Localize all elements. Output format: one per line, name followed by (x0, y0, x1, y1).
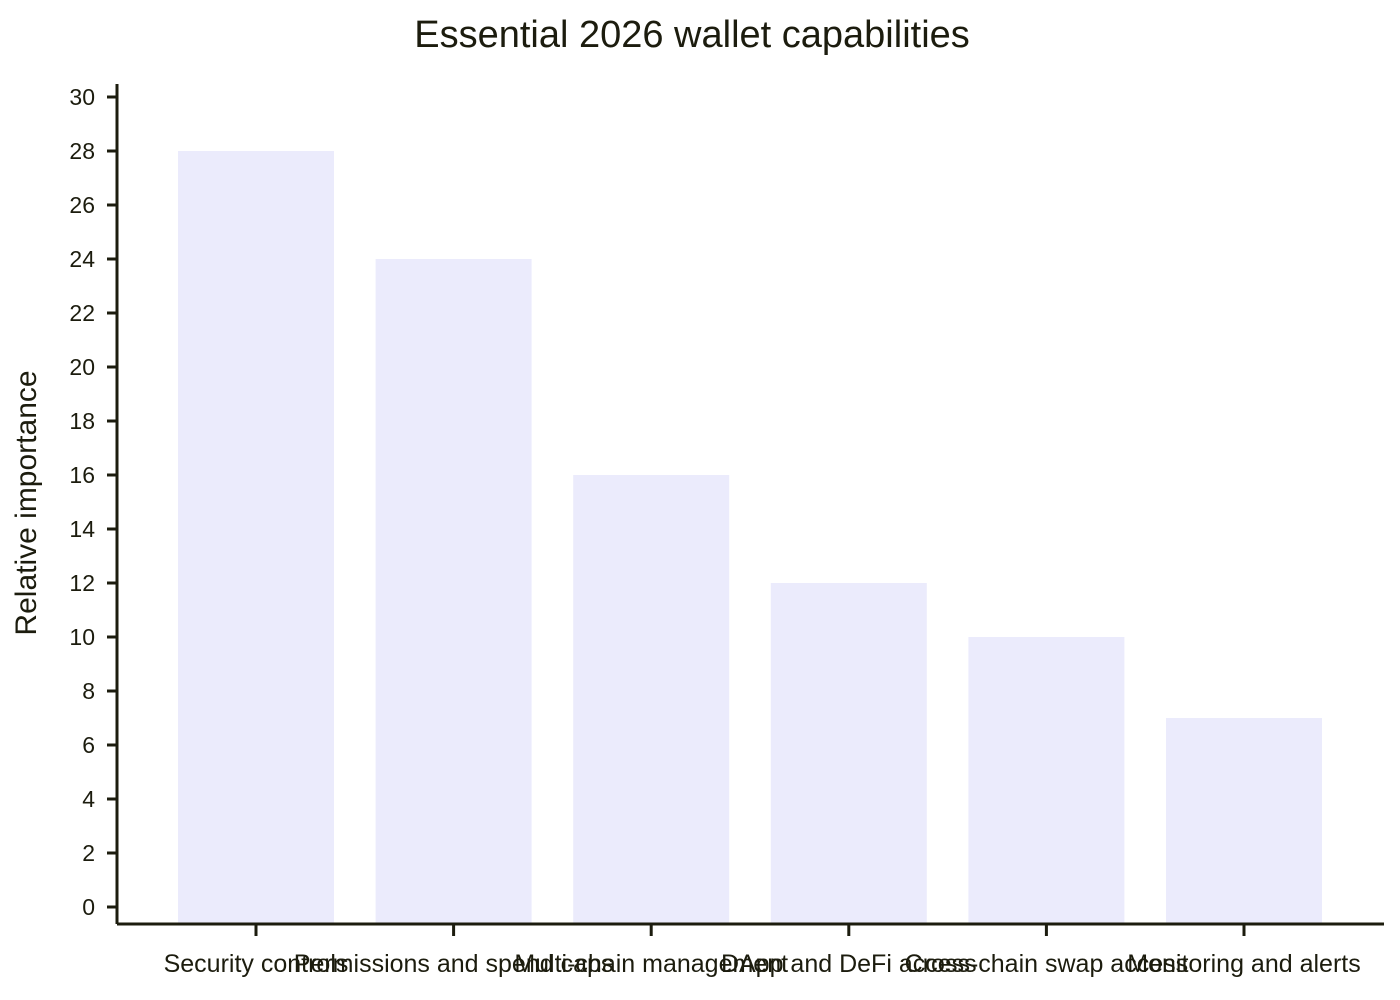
x-tick-label: Permissions and spend caps (294, 950, 614, 978)
bar (375, 259, 532, 924)
y-tick-label: 4 (82, 786, 95, 812)
y-tick-label: 6 (82, 732, 95, 758)
bar (573, 475, 730, 924)
bar (1166, 718, 1322, 924)
bars-group (178, 151, 1322, 924)
bar (178, 151, 334, 924)
y-tick-label: 12 (69, 570, 95, 596)
y-tick-label: 0 (82, 894, 95, 920)
y-tick-label: 2 (82, 840, 95, 866)
y-tick-label: 16 (69, 462, 95, 488)
y-tick-label: 10 (69, 624, 95, 650)
chart-title: Essential 2026 wallet capabilities (414, 14, 970, 56)
y-tick-label: 22 (69, 300, 95, 326)
y-tick-label: 24 (69, 246, 95, 272)
y-tick-label: 14 (69, 516, 95, 542)
x-tick-label: DApp and DeFi access (721, 950, 977, 978)
x-tick-label: Cross-chain swap access (905, 950, 1188, 978)
y-tick-label: 26 (69, 192, 95, 218)
bar (770, 583, 927, 924)
bar (968, 637, 1125, 924)
y-tick-label: 8 (82, 678, 95, 704)
y-tick-label: 28 (69, 138, 95, 164)
y-axis-label: Relative importance (10, 370, 43, 635)
x-tick-label: Security controls (164, 950, 349, 978)
y-tick-label: 18 (69, 408, 95, 434)
x-tick-label: Multi-chain management (514, 950, 788, 978)
y-tick-label: 30 (69, 84, 95, 110)
x-tick-label: Monitoring and alerts (1127, 950, 1360, 978)
y-tick-label: 20 (69, 354, 95, 380)
